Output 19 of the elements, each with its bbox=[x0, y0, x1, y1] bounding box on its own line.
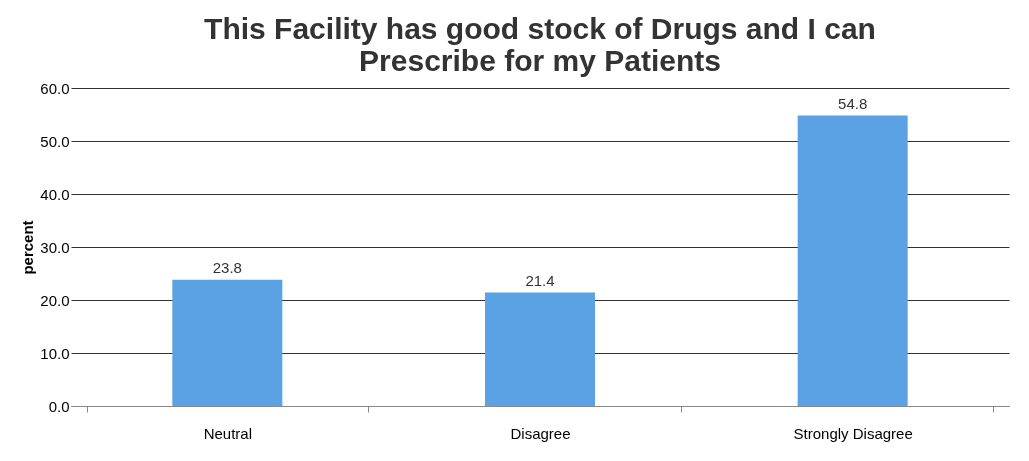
x-tick-label: Strongly Disagree bbox=[793, 424, 913, 442]
y-tick-label: 60.0 bbox=[40, 79, 70, 97]
bar bbox=[797, 115, 908, 406]
data-label: 21.4 bbox=[525, 271, 555, 289]
y-tick-label: 40.0 bbox=[40, 185, 70, 203]
y-tick-label: 30.0 bbox=[40, 238, 70, 256]
y-tick-label: 50.0 bbox=[40, 132, 70, 150]
x-tick-label: Disagree bbox=[510, 424, 571, 442]
y-tick-label: 20.0 bbox=[40, 291, 70, 309]
bar bbox=[172, 279, 283, 406]
data-label: 54.8 bbox=[838, 94, 868, 112]
x-tick-label: Neutral bbox=[203, 424, 253, 442]
bar bbox=[485, 292, 595, 406]
data-label: 23.8 bbox=[212, 258, 242, 276]
y-axis-title: percent bbox=[19, 220, 37, 275]
text: Prescribe for my Patients bbox=[359, 44, 721, 77]
y-tick-label: 0.0 bbox=[48, 397, 70, 415]
y-tick-label: 10.0 bbox=[40, 344, 70, 362]
text: This Facility has good stock of Drugs and I can bbox=[204, 12, 876, 45]
